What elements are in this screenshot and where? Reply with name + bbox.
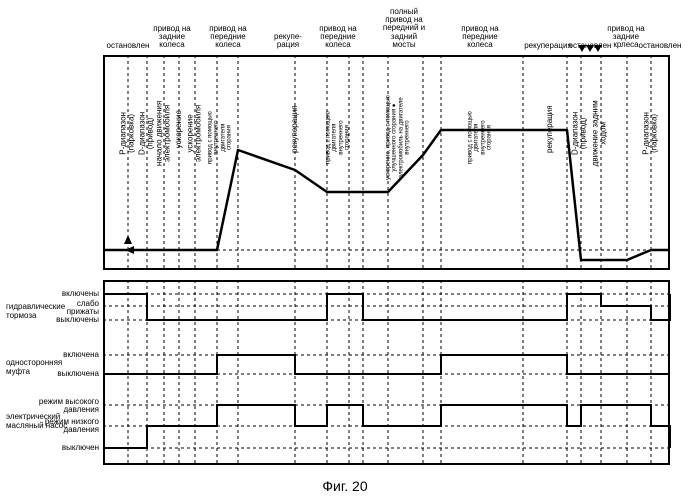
plot-svg (0, 0, 690, 500)
axis-arrow-icon (125, 246, 134, 254)
clutch-trace (103, 355, 670, 374)
figure-caption: Фиг. 20 (322, 478, 367, 494)
figure-root: остановленпривод на задние колесапривод … (0, 0, 690, 500)
brake-trace (103, 294, 670, 320)
axis-arrow-icon (124, 235, 132, 244)
speed-trace (103, 130, 670, 260)
